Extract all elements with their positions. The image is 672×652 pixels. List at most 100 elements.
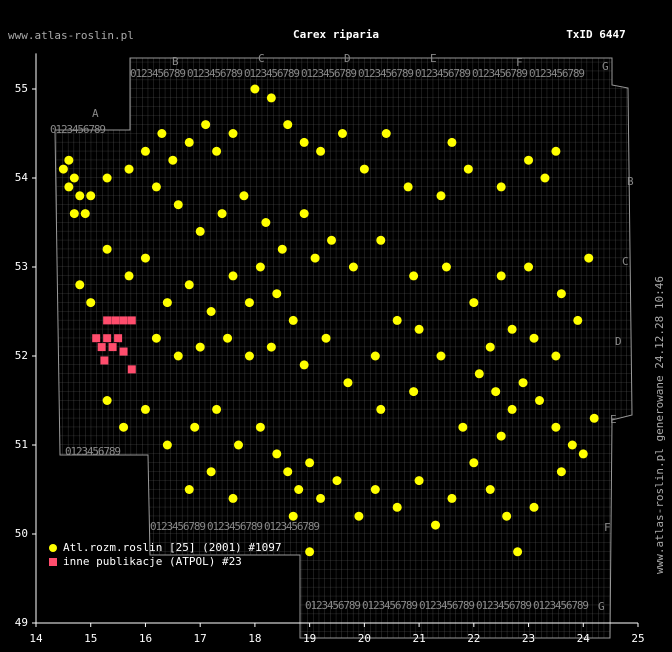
record-dot	[584, 253, 594, 263]
record-square	[103, 316, 112, 325]
record-dot	[507, 404, 517, 414]
legend-label: Atl.rozm.roslin [25] (2001) #1097	[63, 541, 282, 554]
record-dot	[556, 467, 566, 477]
record-dot	[376, 404, 386, 414]
taxon-id: TxID 6447	[566, 28, 626, 41]
grid-letter: E	[430, 52, 437, 65]
record-dot	[556, 289, 566, 299]
legend-label: inne publikacje (ATPOL) #23	[63, 555, 242, 568]
record-dot	[261, 218, 271, 227]
record-square	[108, 343, 117, 352]
record-dot	[64, 182, 74, 192]
record-dot	[381, 129, 391, 138]
record-dot	[272, 289, 282, 299]
x-tick-label: 17	[194, 632, 207, 645]
record-dot	[272, 449, 282, 459]
record-dot	[228, 271, 238, 281]
record-dot	[75, 280, 85, 290]
record-square	[100, 356, 109, 365]
record-dot	[299, 209, 309, 219]
record-dot	[524, 262, 534, 272]
record-dot	[327, 235, 337, 245]
record-dot	[354, 511, 364, 521]
record-dot	[409, 387, 419, 397]
record-dot	[288, 511, 298, 521]
record-dot	[266, 342, 276, 352]
x-tick-label: 15	[84, 632, 97, 645]
record-dot	[496, 271, 506, 281]
x-tick-label: 23	[522, 632, 535, 645]
record-dot	[496, 182, 506, 192]
record-dot	[195, 342, 205, 352]
record-dot	[343, 378, 353, 388]
grid-letter: G	[598, 600, 605, 613]
record-dot	[567, 440, 577, 450]
record-dot	[376, 235, 386, 245]
record-dot	[551, 146, 561, 156]
record-dot	[409, 271, 419, 281]
grid-digits: 0123456789	[305, 599, 361, 612]
record-square	[92, 334, 101, 343]
record-dot	[529, 502, 539, 512]
record-dot	[436, 351, 446, 361]
record-dot	[474, 369, 484, 379]
record-dot	[589, 413, 599, 423]
record-dot	[86, 191, 96, 201]
grid-digits: 0123456789	[187, 67, 243, 80]
record-dot	[124, 164, 134, 174]
record-dot	[551, 351, 561, 361]
grid-digits: 0123456789	[244, 67, 300, 80]
record-dot	[485, 485, 495, 494]
x-tick-label: 14	[29, 632, 43, 645]
record-dot	[469, 298, 479, 308]
record-dot	[359, 164, 369, 174]
y-tick-label: 50	[15, 527, 28, 540]
grid-letter: D	[615, 335, 622, 348]
record-dot	[573, 315, 583, 325]
y-tick-label: 54	[15, 171, 29, 184]
grid-digits: 0123456789	[476, 599, 532, 612]
record-dot	[305, 458, 315, 468]
record-dot	[348, 262, 358, 272]
record-dot	[86, 298, 96, 308]
y-tick-label: 52	[15, 349, 28, 362]
record-dot	[283, 467, 293, 477]
record-dot	[184, 137, 194, 147]
record-dot	[392, 315, 402, 325]
y-tick-label: 51	[15, 438, 28, 451]
y-tick-label: 55	[15, 82, 28, 95]
grid-digits: 0123456789	[50, 123, 106, 136]
record-square	[114, 334, 123, 343]
record-dot	[173, 200, 183, 210]
record-dot	[201, 120, 211, 130]
record-dot	[69, 173, 79, 183]
grid-digits: 0123456789	[472, 67, 528, 80]
record-dot	[578, 449, 588, 459]
record-dot	[491, 387, 501, 397]
site-label: www.atlas-roslin.pl	[8, 29, 134, 42]
x-tick-label: 25	[631, 632, 644, 645]
record-dot	[469, 458, 479, 468]
record-dot	[502, 511, 512, 521]
y-tick-label: 53	[15, 260, 28, 273]
record-dot	[496, 431, 506, 441]
record-dot	[223, 333, 233, 343]
record-dot	[168, 155, 178, 165]
record-square	[97, 343, 106, 352]
grid-digits: 0123456789	[264, 520, 320, 533]
record-dot	[436, 191, 446, 201]
grid-digits: 0123456789	[419, 599, 475, 612]
grid-letter: C	[258, 52, 265, 65]
record-dot	[184, 280, 194, 290]
record-dot	[529, 333, 539, 343]
record-dot	[316, 493, 326, 503]
grid-digits: 0123456789	[533, 599, 589, 612]
record-dot	[370, 485, 380, 494]
record-dot	[310, 253, 320, 263]
record-dot	[75, 191, 85, 201]
title: Carex riparia	[293, 28, 379, 41]
grid-letter: B	[172, 55, 179, 68]
record-dot	[524, 155, 534, 165]
x-tick-label: 18	[248, 632, 261, 645]
record-dot	[250, 84, 260, 94]
